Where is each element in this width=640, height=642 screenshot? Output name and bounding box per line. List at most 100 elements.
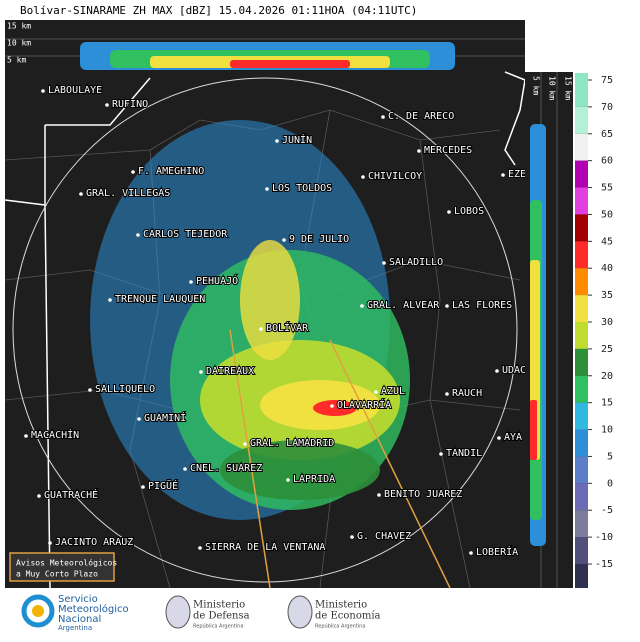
footer-text: Servicio [58, 594, 98, 605]
city-dot [137, 417, 141, 421]
orange-track [229, 329, 451, 589]
colorbar-swatch [575, 322, 588, 349]
colorbar-label: 65 [601, 129, 613, 140]
footer-text: Ministerio [315, 600, 367, 611]
city-label: LOS TOLDOS [272, 183, 332, 194]
footer-text: República Argentina [193, 623, 243, 630]
city-dot [360, 304, 364, 308]
city-label: GRAL. LAMADRID [250, 438, 334, 449]
city-label: AYA [504, 432, 522, 443]
colorbar-swatch [575, 510, 588, 538]
colorbar-label: -10 [595, 532, 613, 543]
city-dot [447, 210, 451, 214]
notice-box[interactable] [9, 552, 115, 582]
city-label: AZUL [381, 386, 405, 397]
city-label: RUFINO [112, 99, 148, 110]
city-dot [377, 493, 381, 497]
city-label: SALLIQUELO [95, 384, 155, 395]
city-dot [330, 404, 334, 408]
city-label: PIGÜÉ [148, 479, 178, 492]
colorbar-swatch [575, 214, 588, 242]
colorbar-label: 45 [601, 236, 613, 247]
colorbar-swatch [575, 133, 588, 161]
city-dot [469, 551, 473, 555]
city-label: GUAMINÍ [144, 411, 186, 424]
colorbar-label: 30 [601, 317, 613, 328]
radar-echoes [90, 120, 410, 520]
city-label: PEHUAJÓ [196, 274, 238, 287]
footer-text: Meteorológico [58, 603, 129, 615]
shield-icon [287, 595, 313, 629]
colorbar-label: 70 [601, 102, 613, 113]
city-label: LAS FLORES [452, 300, 512, 311]
city-dot [259, 327, 263, 331]
city-label: JUNÍN [282, 133, 312, 146]
city-dot [189, 280, 193, 284]
city-label: GUATRACHÉ [44, 488, 98, 501]
city-label: GRAL. VILLEGAS [86, 188, 170, 199]
city-dot [41, 89, 45, 93]
city-label: MACACHÍN [31, 428, 79, 441]
city-dot [282, 238, 286, 242]
colorbar-swatch [575, 375, 588, 403]
colorbar-label: -15 [595, 559, 613, 570]
city-dot [136, 233, 140, 237]
km-label: 15 km [564, 76, 573, 100]
city-label: BOLÍVAR [266, 321, 309, 334]
city-label: CHIVILCOY [368, 171, 422, 182]
notice-text[interactable]: Avisos Meteorológicos [16, 558, 117, 568]
city-dot [37, 494, 41, 498]
colorbar-swatch [575, 402, 588, 430]
colorbar-swatch [575, 106, 588, 134]
city-label: EZE [508, 169, 526, 180]
colorbar-label: 55 [601, 183, 613, 194]
city-dot [88, 388, 92, 392]
province-border [4, 77, 151, 589]
city-dot [275, 139, 279, 143]
notice-text[interactable]: a Muy Corto Plazo [16, 570, 98, 579]
radar-echo [220, 440, 380, 500]
city-dot [381, 115, 385, 119]
city-label: UDAC [502, 365, 526, 376]
colorbar-swatch [575, 160, 588, 188]
city-dot [79, 192, 83, 196]
colorbar-swatch [575, 483, 588, 511]
footer-text: de Defensa [193, 611, 250, 622]
colorbar-swatch [575, 456, 588, 484]
radar-echo [230, 60, 350, 68]
city-dot [198, 546, 202, 550]
colorbar-label: 10 [601, 425, 613, 436]
city-dot [445, 304, 449, 308]
city-dot [495, 369, 499, 373]
city-label: RAUCH [452, 388, 482, 399]
city-label: BENITO JUAREZ [384, 489, 462, 500]
footer: Servicio Meteorológico Nacional Argentin… [21, 594, 381, 632]
city-dot [108, 298, 112, 302]
smn-logo [21, 594, 55, 628]
city-dot [24, 434, 28, 438]
city-dot [243, 442, 247, 446]
km-label: 15 km [7, 22, 31, 31]
radar-echo [313, 400, 357, 416]
city-dot [350, 535, 354, 539]
title: Bolívar-SINARAME ZH MAX [dBZ] 15.04.2026… [20, 4, 417, 17]
km-label: 5 km [7, 56, 26, 65]
city-label: GRAL. ALVEAR [367, 300, 440, 311]
colorbar-swatch [575, 348, 588, 376]
city-label: G. CHAVEZ [357, 531, 411, 542]
city-dot [501, 173, 505, 177]
colorbar-swatch [575, 73, 588, 107]
city-label: SALADILLO [389, 257, 443, 268]
colorbar-swatch [575, 429, 588, 457]
colorbar-swatch [575, 268, 588, 296]
city-label: 9 DE JULIO [289, 234, 349, 245]
city-dot [141, 485, 145, 489]
city-dot [374, 390, 378, 394]
colorbar-label: 0 [607, 478, 613, 489]
km-label: 5 km [532, 76, 541, 95]
cities: LABOULAYE RUFINO C. DE ARECO JUNÍN MERCE… [24, 84, 527, 559]
colorbar-swatch [575, 537, 588, 564]
range-ring [12, 77, 518, 583]
city-label: SIERRA DE LA VENTANA [205, 542, 325, 553]
